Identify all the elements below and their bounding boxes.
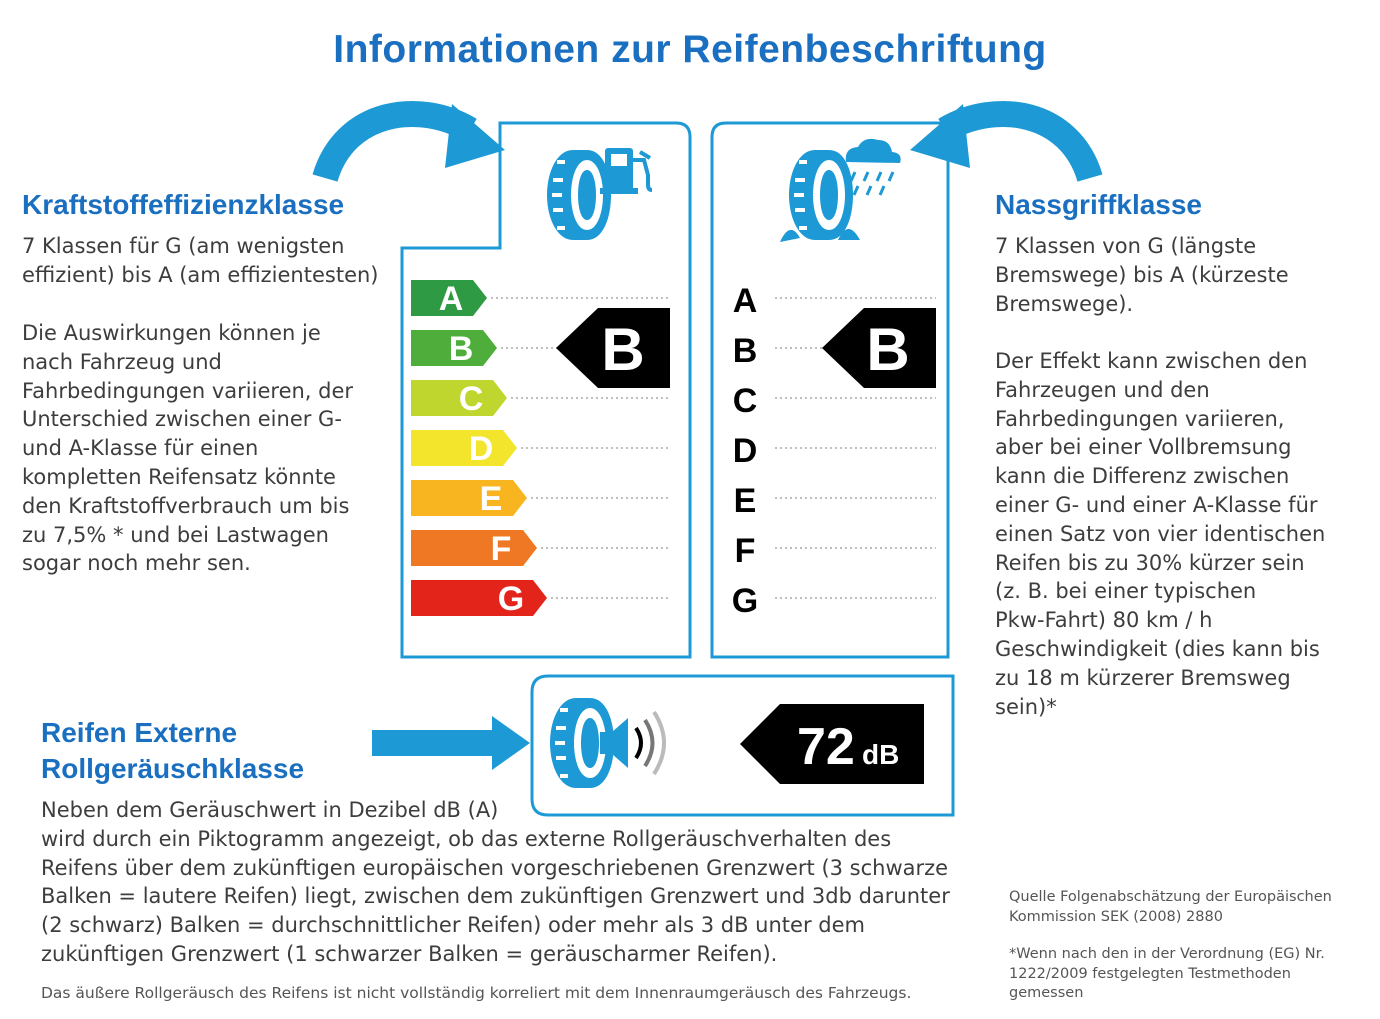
source-note: Quelle Folgenabschätzung der Europäische… xyxy=(1009,889,1332,925)
noise-value-marker: 72 dB xyxy=(740,704,924,784)
fuel-class-c: C xyxy=(411,380,670,418)
fuel-class-a: A xyxy=(411,280,670,318)
noise-note: Das äußere Rollgeräusch des Reifens ist … xyxy=(41,984,912,1002)
fuel-text-classes: 7 Klassen für G (am wenigsten effizient)… xyxy=(22,234,379,287)
fuel-class-d: D xyxy=(411,430,670,468)
fuel-class-label: C xyxy=(459,380,484,418)
wet-class-c: C xyxy=(733,382,936,420)
fuel-selected-marker: B xyxy=(556,308,670,388)
wet-class-d: D xyxy=(733,432,936,470)
fuel-class-label: F xyxy=(491,530,512,568)
wet-class-f: F xyxy=(735,532,936,570)
wet-class-label: B xyxy=(733,332,758,370)
wet-class-g: G xyxy=(732,582,936,620)
fuel-class-e: E xyxy=(411,480,670,518)
wet-class-label: D xyxy=(733,432,758,470)
wet-text-effect: Der Effekt kann zwischen den Fahrzeugen … xyxy=(995,349,1326,719)
wet-class-label: F xyxy=(735,532,756,570)
noise-text: Neben dem Geräuschwert in Dezibel dB (A)… xyxy=(41,798,950,966)
fuel-arrow-icon xyxy=(312,101,505,183)
wet-class-label: G xyxy=(732,582,758,620)
fuel-class-f: F xyxy=(411,530,670,568)
fuel-class-label: A xyxy=(439,280,464,318)
noise-value: 72 xyxy=(797,718,855,776)
fuel-panel xyxy=(400,121,692,659)
wet-class-e: E xyxy=(734,482,936,520)
fuel-text-effect: Die Auswirkungen können je nach Fahrzeug… xyxy=(22,321,354,576)
wet-panel xyxy=(710,121,950,659)
noise-heading-2: Rollgeräuschklasse xyxy=(41,753,305,784)
fuel-class-g: G xyxy=(411,580,670,618)
fuel-selected-letter: B xyxy=(601,316,644,383)
page-title: Informationen zur Reifenbeschriftung xyxy=(333,28,1047,71)
wet-class-label: A xyxy=(733,282,758,320)
noise-panel xyxy=(530,674,955,817)
wet-class-label: C xyxy=(733,382,758,420)
wet-heading: Nassgriffklasse xyxy=(995,189,1203,220)
footnote: *Wenn nach den in der Verordnung (EG) Nr… xyxy=(1009,946,1325,1001)
fuel-heading: Kraftstoffeffizienzklasse xyxy=(22,189,345,220)
tire-rain-cloud-icon xyxy=(780,138,901,242)
noise-arrow-icon xyxy=(372,716,530,770)
tire-fuel-pump-icon xyxy=(545,148,653,242)
fuel-class-label: G xyxy=(498,580,524,618)
wet-selected-marker: B xyxy=(822,308,936,388)
fuel-class-label: E xyxy=(480,480,503,518)
wet-class-label: E xyxy=(734,482,757,520)
wet-selected-letter: B xyxy=(866,316,909,383)
noise-unit: dB xyxy=(862,739,899,770)
wet-arrow-icon xyxy=(910,101,1103,183)
wet-class-a: A xyxy=(733,282,936,320)
fuel-class-label: D xyxy=(469,430,494,468)
fuel-class-label: B xyxy=(449,330,474,368)
wet-text-classes: 7 Klassen von G (längste Bremswege) bis … xyxy=(995,234,1289,316)
tire-speaker-icon xyxy=(548,696,666,790)
noise-heading-1: Reifen Externe xyxy=(41,717,238,748)
